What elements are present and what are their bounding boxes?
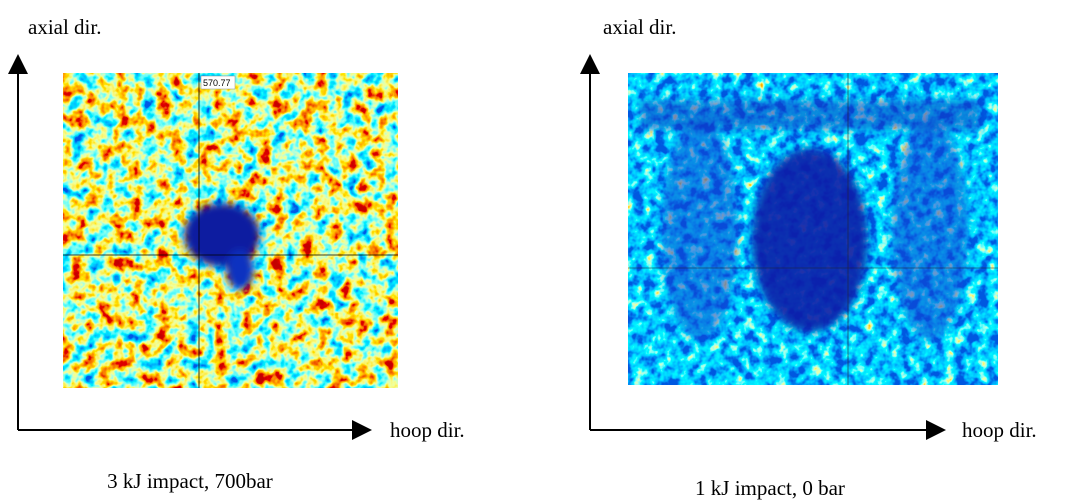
caption: 3 kJ impact, 700bar xyxy=(107,469,273,493)
hoop-label: hoop dir. xyxy=(390,418,465,442)
hoop-label: hoop dir. xyxy=(962,418,1037,442)
caption: 1 kJ impact, 0 bar xyxy=(695,476,845,500)
panel-right: axial dir. hoop dir. 1 kJ impact, 0 bar xyxy=(580,15,1037,500)
impact-zone xyxy=(184,203,260,290)
axial-label: axial dir. xyxy=(603,15,676,39)
impact-zone xyxy=(640,100,980,340)
panel-left: axial dir. 570.77 hoop dir. 3 kJ impact,… xyxy=(7,15,465,493)
marker-box xyxy=(200,75,236,90)
axial-label: axial dir. xyxy=(28,15,101,39)
marker-value: 570.77 xyxy=(203,78,231,88)
